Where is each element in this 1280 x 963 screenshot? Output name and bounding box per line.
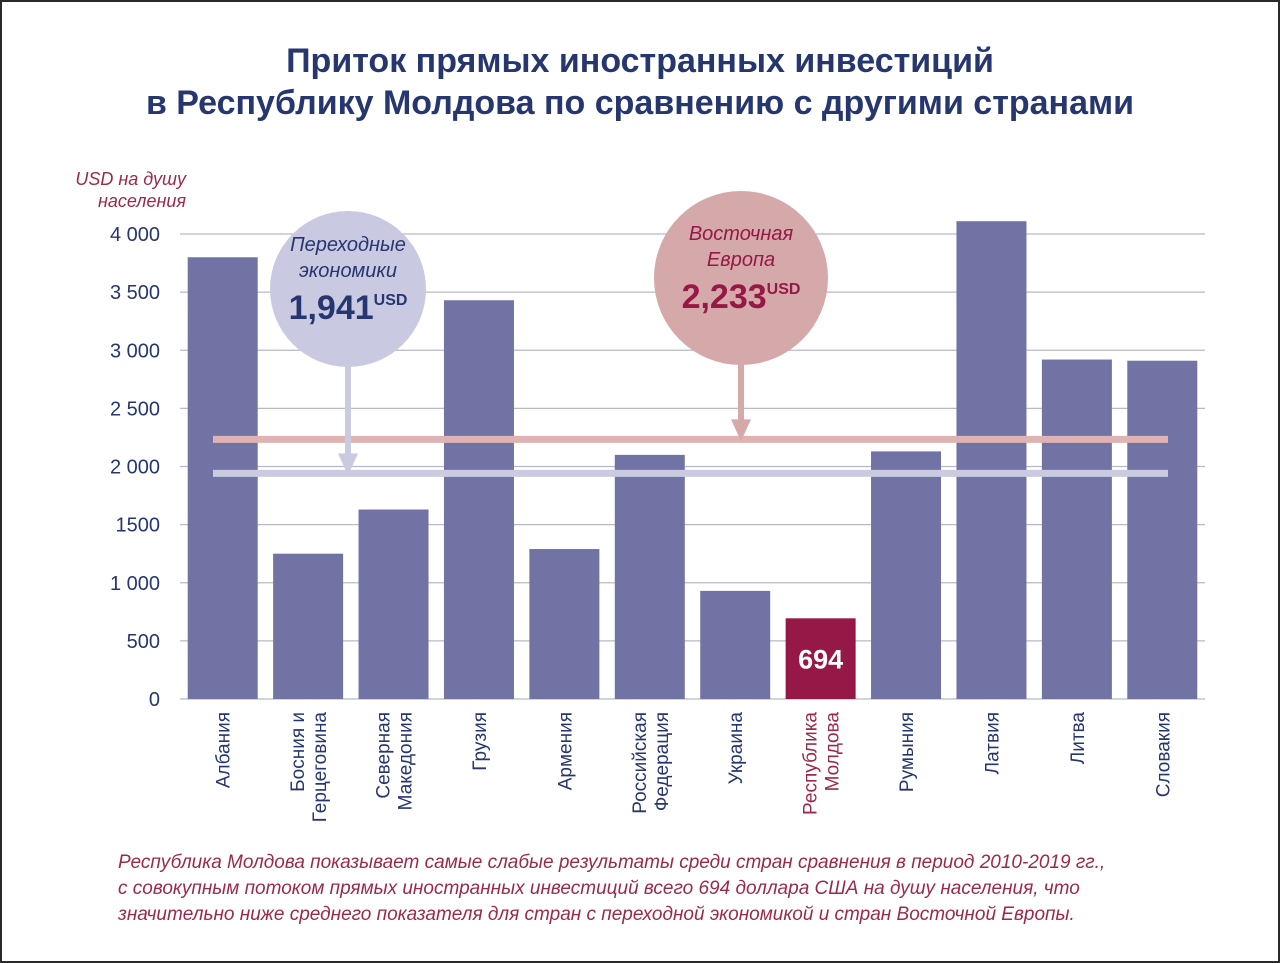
x-tick-label: РеспубликаМолдова — [801, 712, 844, 815]
bar — [358, 509, 429, 699]
bar — [1041, 359, 1112, 699]
y-tick-label: 500 — [127, 631, 160, 653]
transition-arrow-head — [338, 453, 358, 476]
footnote-line-1: Республика Молдова показывает самые слаб… — [118, 852, 1106, 873]
bar — [187, 257, 258, 699]
transition-bubble — [270, 211, 426, 367]
transition-arrow-shaft — [345, 363, 351, 456]
y-tick-label: 1500 — [116, 515, 161, 537]
chart-title-line-1: Приток прямых иностранных инвестиций — [286, 42, 994, 80]
x-tick-label: Латвия — [982, 712, 1003, 774]
x-tick-label: Литва — [1068, 712, 1089, 765]
transition-bubble-value: 1,941USD — [289, 289, 408, 327]
y-tick-label: 0 — [149, 689, 160, 711]
bar — [443, 300, 514, 699]
footnote: Республика Молдова показывает самые слаб… — [118, 850, 1218, 928]
east-europe-arrow-shaft — [738, 361, 744, 422]
y-tick-label: 3 500 — [110, 282, 160, 304]
x-tick-label: СевернаяМакедония — [374, 712, 417, 810]
chart-title-line-2: в Республику Молдова по сравнению с друг… — [145, 84, 1135, 122]
bar — [273, 553, 344, 699]
y-tick-label: 3 000 — [110, 340, 160, 362]
bar — [785, 618, 856, 699]
x-tick-label: Румыния — [897, 712, 918, 792]
east-europe-arrow-head — [731, 419, 751, 442]
x-tick-label: РоссийскаяФедерация — [630, 712, 673, 814]
east-europe-bubble-name: Восточная — [689, 223, 794, 245]
x-tick-label: Словакия — [1153, 712, 1174, 797]
y-tick-label: 4 000 — [110, 224, 160, 246]
y-tick-label: 2 000 — [110, 457, 160, 479]
east-europe-bubble-value: 2,233USD — [682, 278, 801, 316]
x-tick-label: Албания — [214, 712, 235, 788]
bar — [871, 451, 942, 699]
y-axis-unit-line-1: USD на душу — [75, 169, 186, 189]
x-tick-label: Босния иГерцеговина — [288, 712, 331, 823]
east-europe-bubble-name: Европа — [707, 249, 775, 271]
transition-bubble-name: Переходные — [290, 234, 406, 256]
transition-bubble-name: экономики — [299, 260, 397, 282]
bar — [614, 454, 685, 699]
chart-title: Приток прямых иностранных инвестиций в Р… — [0, 40, 1280, 124]
y-axis-unit-line-2: населения — [97, 191, 186, 211]
bar — [529, 549, 600, 699]
y-tick-label: 1 000 — [110, 573, 160, 595]
bar-data-label: 694 — [798, 644, 843, 674]
footnote-line-3: значительно ниже среднего показателя для… — [118, 904, 1075, 925]
bar — [1127, 360, 1198, 699]
bar — [956, 221, 1027, 699]
x-tick-label: Армения — [555, 712, 576, 790]
footnote-line-2: с совокупным потоком прямых иностранных … — [118, 878, 1080, 899]
x-tick-label: Грузия — [470, 712, 491, 771]
bar — [700, 590, 771, 699]
east-europe-bubble — [654, 191, 828, 365]
x-tick-label: Украина — [726, 712, 747, 785]
y-axis-unit-label: USD на душу населения — [40, 168, 186, 212]
y-tick-label: 2 500 — [110, 398, 160, 420]
